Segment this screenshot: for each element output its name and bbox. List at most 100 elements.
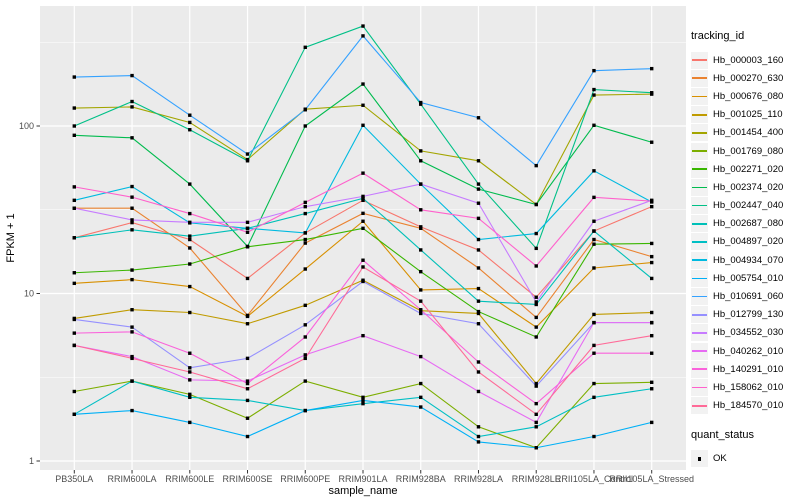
data-point bbox=[419, 311, 423, 316]
legend-item-label: Hb_034552_030 bbox=[713, 327, 784, 339]
data-point bbox=[72, 75, 76, 79]
legend-item-label: Hb_001454_400 bbox=[713, 127, 784, 139]
x-tick-label: PB350LA bbox=[55, 474, 93, 484]
data-point bbox=[419, 149, 423, 153]
data-point bbox=[419, 208, 423, 212]
x-tick-label: RRIM600LE bbox=[165, 474, 214, 484]
data-point bbox=[188, 366, 192, 370]
y-tick-label: 1 bbox=[29, 456, 34, 466]
legend-line-icon bbox=[692, 259, 707, 261]
data-point bbox=[245, 356, 250, 361]
data-point bbox=[592, 195, 596, 200]
data-point bbox=[592, 242, 596, 246]
legend-item-label: Hb_002374_020 bbox=[713, 181, 784, 193]
data-point bbox=[419, 354, 423, 359]
data-point bbox=[130, 105, 134, 109]
data-point bbox=[130, 356, 134, 361]
x-tick-label: RRII105LA_Control bbox=[555, 474, 633, 484]
data-point bbox=[245, 159, 250, 163]
x-tick-label: RRII105LA_Stressed bbox=[609, 474, 694, 484]
legend-item-label: Hb_000676_080 bbox=[713, 90, 784, 102]
data-point bbox=[245, 314, 250, 319]
data-point bbox=[650, 380, 654, 385]
legend-item-Hb_000270_630: Hb_000270_630 bbox=[691, 69, 799, 87]
data-point bbox=[476, 237, 481, 242]
data-point bbox=[476, 266, 481, 270]
data-point bbox=[650, 387, 654, 391]
data-point bbox=[476, 187, 481, 191]
data-point bbox=[188, 113, 192, 117]
data-point bbox=[303, 303, 307, 308]
legend-key-swatch bbox=[691, 251, 708, 269]
y-axis-title: FPKM + 1 bbox=[5, 213, 17, 262]
legend-item-label: Hb_000003_160 bbox=[713, 54, 784, 66]
data-point bbox=[303, 323, 307, 327]
data-point bbox=[130, 218, 134, 222]
data-point bbox=[130, 73, 134, 78]
legend-key-swatch bbox=[691, 51, 708, 69]
data-point bbox=[650, 241, 654, 246]
data-point bbox=[361, 333, 365, 338]
legend-item-label: Hb_002687_080 bbox=[713, 218, 784, 230]
data-point bbox=[188, 220, 192, 225]
legend-item-Hb_000676_080: Hb_000676_080 bbox=[691, 87, 799, 105]
legend-item-Hb_040262_010: Hb_040262_010 bbox=[691, 342, 799, 360]
data-point bbox=[534, 202, 538, 207]
data-point bbox=[188, 128, 192, 132]
legend-item-label: Hb_004897_020 bbox=[713, 236, 784, 248]
legend-item-Hb_002271_020: Hb_002271_020 bbox=[691, 160, 799, 178]
data-point bbox=[188, 284, 192, 289]
legend-item-Hb_184570_010: Hb_184570_010 bbox=[691, 397, 799, 415]
data-point bbox=[130, 308, 134, 312]
data-point bbox=[650, 420, 654, 425]
data-point bbox=[476, 322, 481, 326]
legend-line-icon bbox=[692, 186, 707, 189]
x-tick-label: RRIM928BA bbox=[396, 474, 446, 484]
data-point bbox=[592, 434, 596, 439]
data-point bbox=[303, 211, 307, 216]
legend-item-Hb_001769_080: Hb_001769_080 bbox=[691, 142, 799, 160]
legend-key-swatch bbox=[691, 306, 708, 324]
legend-item-Hb_002687_080: Hb_002687_080 bbox=[691, 215, 799, 233]
data-point bbox=[592, 68, 596, 73]
legend-item-quant-OK: OK bbox=[691, 450, 799, 468]
legend-key-swatch bbox=[691, 269, 708, 287]
legend-line-icon bbox=[692, 332, 707, 334]
data-point bbox=[245, 230, 250, 234]
data-point bbox=[534, 425, 538, 429]
data-point bbox=[303, 353, 307, 357]
data-point bbox=[188, 351, 192, 355]
data-point bbox=[534, 246, 538, 251]
data-point bbox=[303, 379, 307, 383]
legend-point-icon bbox=[697, 457, 702, 461]
data-point bbox=[188, 378, 192, 382]
x-tick-label: RRIM600SE bbox=[223, 474, 273, 484]
data-point bbox=[650, 333, 654, 338]
legend-line-icon bbox=[692, 350, 707, 352]
data-point bbox=[245, 152, 250, 156]
data-point bbox=[534, 315, 538, 320]
legend-key-swatch bbox=[691, 69, 708, 87]
data-point bbox=[419, 226, 423, 231]
legend-key-swatch bbox=[691, 288, 708, 306]
data-point bbox=[419, 299, 423, 303]
data-point bbox=[650, 140, 654, 144]
data-point bbox=[534, 401, 538, 406]
data-point bbox=[245, 387, 250, 391]
data-point bbox=[245, 322, 250, 326]
data-point bbox=[534, 231, 538, 236]
legend-line-icon bbox=[692, 95, 707, 98]
data-point bbox=[303, 108, 307, 112]
data-point bbox=[419, 248, 423, 252]
data-point bbox=[188, 262, 192, 266]
legend-items-quant-status: OK bbox=[691, 450, 799, 468]
legend-line-icon bbox=[692, 204, 707, 207]
data-point bbox=[476, 434, 481, 439]
legend-key-swatch bbox=[691, 450, 708, 468]
data-point bbox=[476, 286, 481, 291]
data-point bbox=[130, 228, 134, 232]
data-point bbox=[245, 416, 250, 420]
legend-line-icon bbox=[692, 168, 707, 171]
data-point bbox=[534, 412, 538, 417]
data-point bbox=[534, 420, 538, 425]
